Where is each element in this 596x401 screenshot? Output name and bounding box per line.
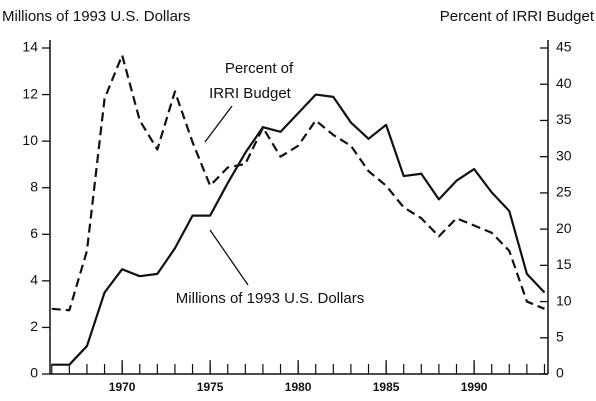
y2-tick-label: 40: [556, 75, 572, 91]
annotation: IRRI Budget: [209, 85, 292, 102]
y2-tick-label: 20: [556, 220, 572, 236]
y2-tick-label: 5: [556, 328, 564, 344]
y-tick-label: 8: [30, 178, 38, 194]
y-tick-label: 14: [22, 39, 38, 55]
x-tick-label: 1980: [285, 380, 312, 394]
y2-tick-label: 45: [556, 39, 572, 55]
y2-tick-label: 25: [556, 184, 572, 200]
y-tick-label: 6: [30, 225, 38, 241]
y2-tick-label: 10: [556, 292, 572, 308]
annotation: Millions of 1993 U.S. Dollars: [176, 290, 364, 307]
y2-tick-label: 35: [556, 111, 572, 127]
y-tick-label: 2: [30, 318, 38, 334]
line: [51, 54, 545, 312]
y2-tick-label: 0: [556, 365, 564, 381]
y-axis-label: Millions of 1993 U.S. Dollars: [2, 8, 190, 25]
leader-line: [204, 105, 233, 143]
y-tick-label: 10: [22, 132, 38, 148]
y-tick-label: 12: [22, 85, 38, 101]
x-tick-label: 1970: [109, 380, 136, 394]
y2-tick-label: 30: [556, 147, 572, 163]
x-tick-label: 1990: [461, 380, 488, 394]
y-tick-label: 0: [30, 365, 38, 381]
y-tick-label: 4: [30, 272, 38, 288]
y2-tick-label: 15: [556, 256, 572, 272]
annotation: Percent of: [225, 60, 294, 77]
leader-line: [209, 229, 249, 286]
x-tick-label: 1985: [373, 380, 400, 394]
line: [51, 93, 546, 366]
y2-axis-label: Percent of IRRI Budget: [440, 8, 595, 25]
x-tick-label: 1975: [197, 380, 224, 394]
